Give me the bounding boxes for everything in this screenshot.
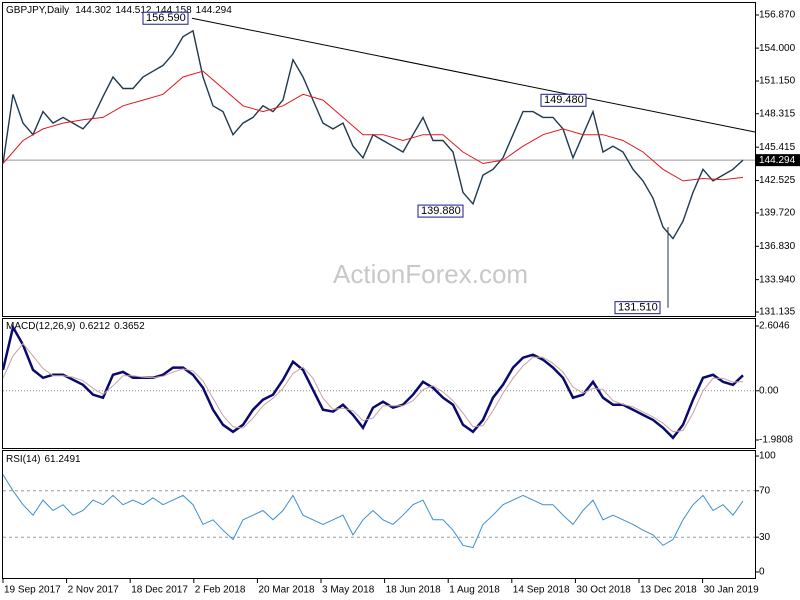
open: 144.302 — [75, 5, 112, 16]
last-price-box — [756, 154, 800, 167]
series-line — [2, 342, 744, 433]
series-line — [2, 70, 744, 182]
rsi-title: RSI(14) — [6, 454, 40, 465]
x-tick-label: 20 Mar 2018 — [258, 585, 315, 596]
x-tick-label: 2 Nov 2017 — [68, 585, 120, 596]
y-tick-label: 156.870 — [759, 10, 796, 21]
x-tick-label: 14 Sep 2018 — [513, 585, 570, 596]
x-tick-label: 3 May 2018 — [322, 585, 375, 596]
y-tick-label: 148.315 — [759, 108, 796, 119]
y-tick-label: 0 — [759, 567, 765, 578]
macd-panel — [2, 318, 756, 449]
y-tick-label: 131.135 — [759, 307, 796, 318]
annotation-label: 139.880 — [421, 205, 461, 217]
symbol: GBPJPY,Daily — [6, 5, 69, 16]
macd-signal: 0.3652 — [114, 321, 145, 332]
x-tick-label: 19 Sep 2017 — [4, 585, 61, 596]
y-tick-label: 2.6046 — [759, 321, 790, 332]
y-tick-label: 70 — [759, 485, 771, 496]
x-tick-label: 13 Dec 2018 — [640, 585, 697, 596]
rsi-panel — [2, 450, 756, 579]
x-tick-label: 2 Feb 2018 — [195, 585, 246, 596]
macd-header: MACD(12,26,9) 0.6212 0.3652 — [6, 321, 145, 332]
y-tick-label: 154.000 — [759, 43, 796, 54]
annotation-box — [417, 204, 464, 218]
annotation-box — [142, 11, 189, 25]
y-tick-label: 151.150 — [759, 76, 796, 87]
y-tick-label: 136.830 — [759, 241, 796, 252]
low: 144.158 — [156, 5, 193, 16]
last-price-label: 144.294 — [759, 155, 796, 166]
y-tick-label: -1.9808 — [759, 435, 793, 446]
y-tick-label: 139.720 — [759, 208, 796, 219]
annotation-label: 149.480 — [544, 94, 584, 106]
close: 144.294 — [196, 5, 233, 16]
y-tick-label: 0.00 — [759, 385, 779, 396]
trendline — [191, 17, 756, 133]
y-tick-label: 133.940 — [759, 274, 796, 285]
y-tick-label: 142.525 — [759, 175, 796, 186]
y-tick-label: 145.415 — [759, 142, 796, 153]
series-line — [2, 474, 744, 549]
x-tick-label: 18 Jun 2018 — [386, 585, 441, 596]
annotation-label: 131.510 — [618, 302, 658, 314]
x-tick-label: 30 Oct 2018 — [576, 585, 631, 596]
annotation-box — [540, 93, 587, 107]
watermark: ActionForex.com — [333, 259, 528, 289]
series-line — [1, 323, 744, 440]
high: 144.512 — [115, 5, 152, 16]
rsi-value: 61.2491 — [44, 454, 81, 465]
macd-title: MACD(12,26,9) — [6, 321, 75, 332]
x-tick-label: 18 Dec 2017 — [131, 585, 188, 596]
x-tick-label: 30 Jan 2019 — [704, 585, 759, 596]
y-tick-label: 100 — [759, 451, 776, 462]
annotation-label: 156.590 — [146, 12, 186, 24]
price-panel — [2, 2, 756, 317]
y-tick-label: 30 — [759, 532, 771, 543]
macd-main: 0.6212 — [79, 321, 110, 332]
price-header: GBPJPY,Daily 144.302 144.512 144.158 144.294 — [6, 5, 232, 16]
x-tick-label: 1 Aug 2018 — [449, 585, 500, 596]
annotation-box — [614, 301, 661, 315]
rsi-header: RSI(14) 61.2491 — [6, 454, 81, 465]
